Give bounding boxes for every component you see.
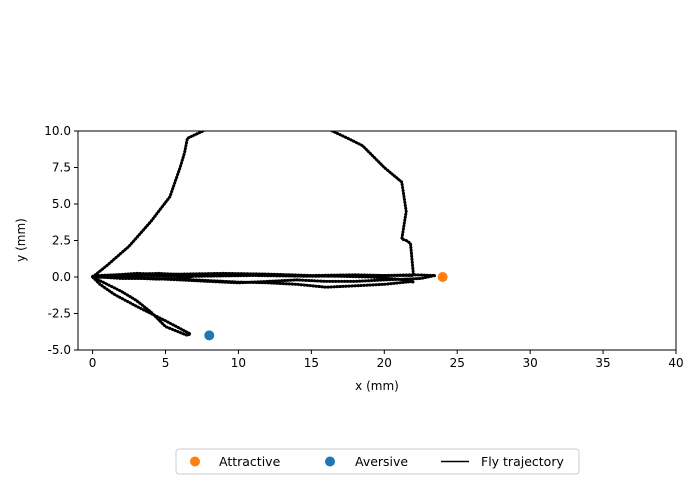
x-tick-label: 35 (595, 356, 610, 370)
legend-label-trajectory: Fly trajectory (481, 454, 564, 469)
legend-label-attractive: Attractive (219, 454, 281, 469)
x-tick-label: 40 (668, 356, 683, 370)
x-tick-label: 5 (162, 356, 170, 370)
trajectory-line-1 (91, 131, 437, 289)
y-tick-label: 0.0 (52, 270, 71, 284)
x-axis-label: x (mm) (355, 379, 399, 393)
legend-marker-attractive (190, 456, 200, 467)
x-tick-label: 10 (231, 356, 246, 370)
y-tick-label: 2.5 (52, 234, 71, 248)
x-tick-label: 0 (89, 356, 97, 370)
y-axis-label: y (mm) (14, 218, 28, 262)
x-tick-label: 30 (523, 356, 538, 370)
trajectory-markers-2 (91, 275, 194, 338)
legend: Attractive Aversive Fly trajectory (175, 448, 580, 475)
plot-frame (77, 130, 677, 351)
y-tick-label: -2.5 (48, 307, 71, 321)
y-tick-label: 10.0 (44, 124, 71, 138)
y-tick-label: -5.0 (48, 343, 71, 357)
x-tick-label: 20 (377, 356, 392, 370)
legend-box (175, 448, 580, 475)
y-tick-label: 7.5 (52, 161, 71, 175)
point-aversive (204, 330, 215, 341)
x-tick-label: 25 (450, 356, 465, 370)
y-tick-label: 5.0 (52, 197, 71, 211)
legend-label-aversive: Aversive (355, 454, 408, 469)
x-tick-label: 15 (304, 356, 319, 370)
trajectory-markers-1 (91, 131, 436, 289)
point-attractive (437, 272, 448, 282)
legend-marker-aversive (325, 456, 335, 467)
